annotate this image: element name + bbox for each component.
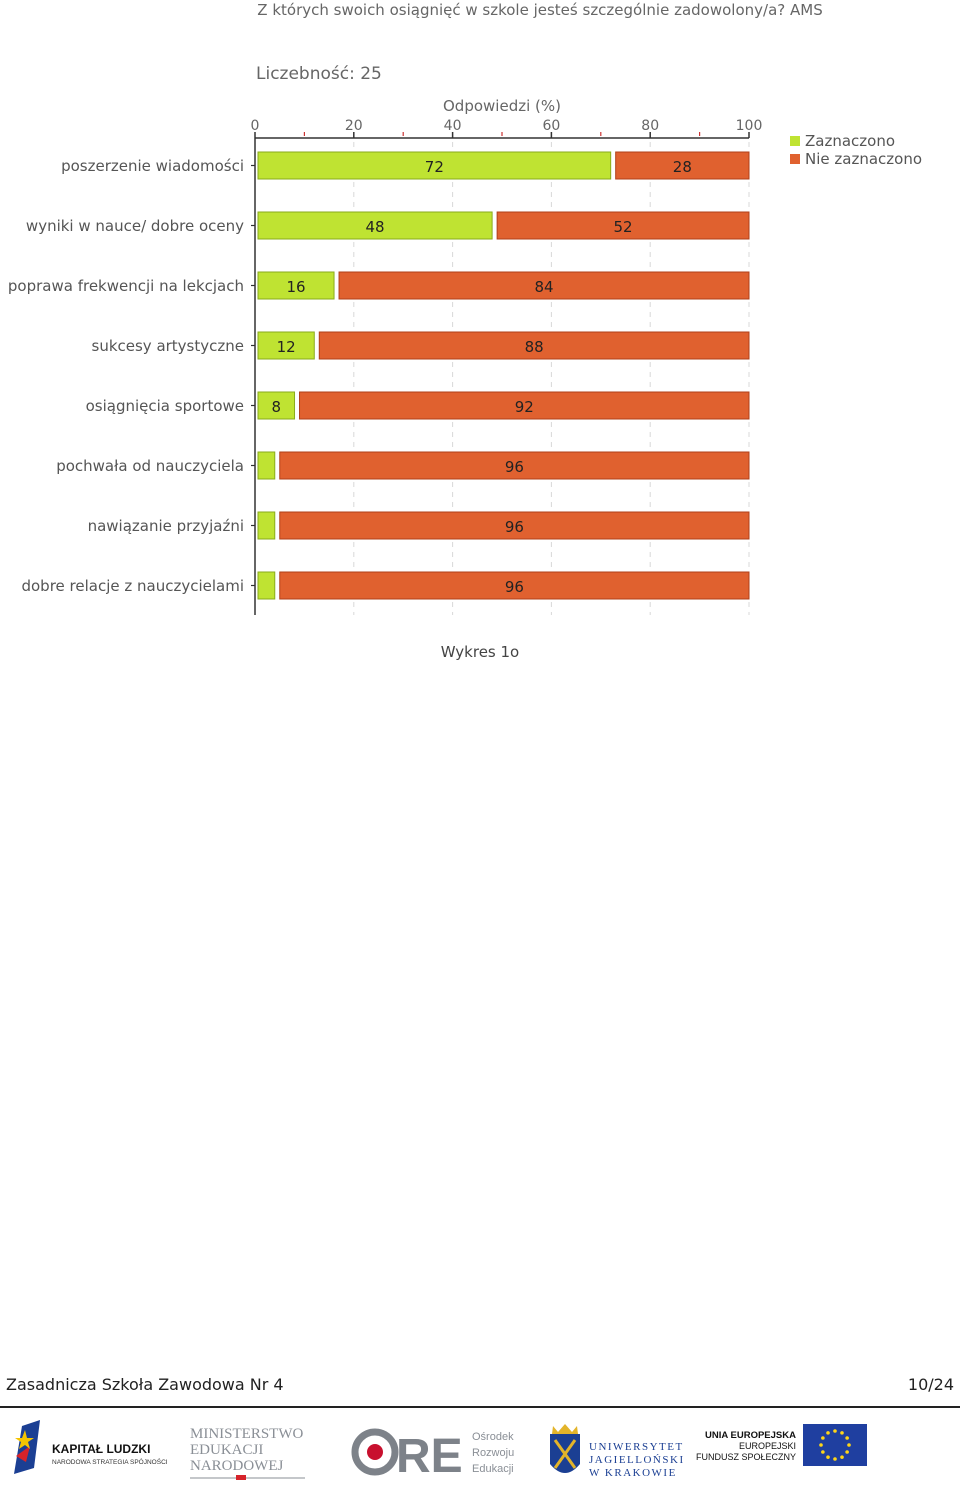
category-label: wyniki w nauce/ dobre oceny	[26, 217, 244, 235]
data-label-zaznaczono: 48	[366, 218, 385, 236]
category-label: poprawa frekwencji na lekcjach	[8, 277, 244, 295]
x-tick-label: 0	[251, 118, 260, 134]
eu-line-2: EUROPEJSKI	[739, 1441, 796, 1451]
eu-stars-icon	[819, 1429, 851, 1461]
bar-zaznaczono	[257, 271, 335, 300]
category-label: dobre relacje z nauczycielami	[21, 577, 244, 595]
men-line-3: NARODOWEJ	[190, 1458, 283, 1474]
legend-swatch	[790, 136, 800, 146]
bar-zaznaczono	[257, 511, 276, 540]
data-label-nie-zaznaczono: 52	[614, 218, 633, 236]
men-line-2: EDUKACJI	[190, 1442, 263, 1458]
data-label-zaznaczono: 72	[425, 158, 444, 176]
ore-logo: RE Ośrodek Rozwoju Edukacji	[351, 1428, 514, 1483]
category-label: sukcesy artystyczne	[92, 337, 245, 355]
bar-zaznaczono	[257, 151, 612, 180]
chart-subtitle: Liczebność: 25	[256, 64, 382, 84]
x-axis-label: Odpowiedzi (%)	[443, 97, 561, 115]
category-label: pochwała od nauczyciela	[56, 457, 244, 475]
bar-zaznaczono	[257, 391, 296, 420]
category-label: nawiązanie przyjaźni	[88, 517, 244, 535]
eu-line-1: UNIA EUROPEJSKA	[705, 1430, 796, 1441]
bar-nie-zaznaczono	[279, 511, 750, 540]
eu-line-3: FUNDUSZ SPOŁECZNY	[696, 1452, 796, 1462]
uj-line-1: UNIWERSYTET	[589, 1441, 684, 1453]
ore-line-2: Rozwoju	[472, 1447, 514, 1459]
men-logo: MINISTERSTWO EDUKACJI NARODOWEJ	[190, 1426, 305, 1480]
category-label: poszerzenie wiadomości	[61, 157, 244, 175]
x-tick-label: 100	[736, 118, 763, 134]
bar-nie-zaznaczono	[318, 331, 750, 360]
x-tick-label: 40	[444, 118, 462, 134]
category-labels: poszerzenie wiadomości wyniki w nauce/ do…	[8, 157, 255, 595]
footer-divider	[0, 1406, 960, 1408]
grid	[353, 132, 750, 615]
x-tick-label: 60	[542, 118, 560, 134]
data-label-nie-zaznaczono: 84	[534, 278, 553, 296]
bar-zaznaczono	[257, 451, 276, 480]
bar-nie-zaznaczono	[279, 571, 750, 600]
data-label-zaznaczono: 12	[277, 338, 296, 356]
bar-zaznaczono	[257, 571, 276, 600]
footer-page-number: 10/24	[907, 1375, 954, 1394]
ore-line-3: Edukacji	[472, 1463, 514, 1475]
kapital-ludzki-text: KAPITAŁ LUDZKI	[52, 1442, 150, 1456]
data-label-nie-zaznaczono: 96	[505, 578, 524, 596]
bar-zaznaczono	[257, 331, 315, 360]
legend-label: Nie zaznaczono	[805, 150, 922, 168]
data-label-zaznaczono: 8	[271, 398, 281, 416]
data-label-nie-zaznaczono: 92	[515, 398, 534, 416]
x-tick-label: 80	[641, 118, 659, 134]
footer-school-name: Zasadnicza Szkoła Zawodowa Nr 4	[6, 1375, 284, 1394]
data-label-nie-zaznaczono: 88	[525, 338, 544, 356]
bar-zaznaczono	[257, 211, 493, 240]
ore-line-1: Ośrodek	[472, 1431, 514, 1443]
x-tick-label: 20	[345, 118, 363, 134]
sponsor-logos: KAPITAŁ LUDZKI NARODOWA STRATEGIA SPÓJNO…	[14, 1420, 867, 1483]
uj-line-3: W KRAKOWIE	[589, 1467, 677, 1479]
chart-title: Z których swoich osiągnięć w szkole jest…	[257, 1, 822, 19]
bar-nie-zaznaczono	[338, 271, 750, 300]
kapital-ludzki-subtext: NARODOWA STRATEGIA SPÓJNOŚCI	[52, 1457, 168, 1466]
bar-chart: Z których swoich osiągnięć w szkole jest…	[8, 1, 922, 615]
bar-nie-zaznaczono	[299, 391, 750, 420]
eu-logo: UNIA EUROPEJSKA EUROPEJSKI FUNDUSZ SPOŁE…	[696, 1424, 867, 1466]
uj-line-2: JAGIELLOŃSKI	[589, 1454, 685, 1466]
bar-nie-zaznaczono	[615, 151, 750, 180]
kapital-ludzki-logo: KAPITAŁ LUDZKI NARODOWA STRATEGIA SPÓJNO…	[14, 1420, 168, 1474]
figure-caption: Wykres 1o	[440, 643, 520, 661]
legend-label: Zaznaczono	[805, 132, 895, 150]
bar-nie-zaznaczono	[279, 451, 750, 480]
uj-logo: UNIWERSYTET JAGIELLOŃSKI W KRAKOWIE	[550, 1424, 685, 1479]
x-axis-ticks: 0 20 40 60 80 100	[251, 118, 763, 615]
data-label-nie-zaznaczono: 28	[673, 158, 692, 176]
legend-swatch	[790, 154, 800, 164]
bar-nie-zaznaczono	[496, 211, 750, 240]
men-line-1: MINISTERSTWO	[190, 1426, 303, 1442]
data-label-nie-zaznaczono: 96	[505, 458, 524, 476]
data-label-nie-zaznaczono: 96	[505, 518, 524, 536]
category-label: osiągnięcia sportowe	[86, 397, 244, 415]
data-label-zaznaczono: 16	[286, 278, 305, 296]
ore-mark: RE	[396, 1430, 463, 1483]
